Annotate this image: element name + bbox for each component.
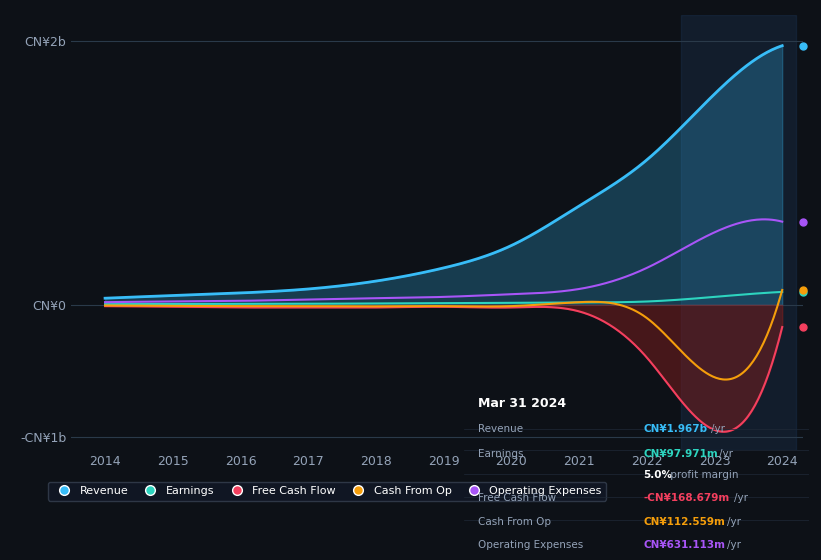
Text: /yr: /yr [719,449,733,459]
Text: /yr: /yr [712,423,726,433]
Text: Earnings: Earnings [478,449,523,459]
Text: Free Cash Flow: Free Cash Flow [478,493,556,503]
Text: Revenue: Revenue [478,423,523,433]
Text: CN¥97.971m: CN¥97.971m [643,449,718,459]
Bar [681,15,796,450]
Text: 5.0%: 5.0% [643,470,672,480]
Legend: Revenue, Earnings, Free Cash Flow, Cash From Op, Operating Expenses: Revenue, Earnings, Free Cash Flow, Cash … [48,482,606,501]
Text: /yr: /yr [727,540,741,550]
Text: Cash From Op: Cash From Op [478,517,551,527]
Text: -CN¥168.679m: -CN¥168.679m [643,493,729,503]
Text: CN¥1.967b: CN¥1.967b [643,423,708,433]
Text: /yr: /yr [734,493,748,503]
Text: CN¥112.559m: CN¥112.559m [643,517,725,527]
Text: CN¥631.113m: CN¥631.113m [643,540,725,550]
Text: Mar 31 2024: Mar 31 2024 [478,396,566,410]
Text: /yr: /yr [727,517,741,527]
Text: profit margin: profit margin [667,470,739,480]
Text: Operating Expenses: Operating Expenses [478,540,583,550]
